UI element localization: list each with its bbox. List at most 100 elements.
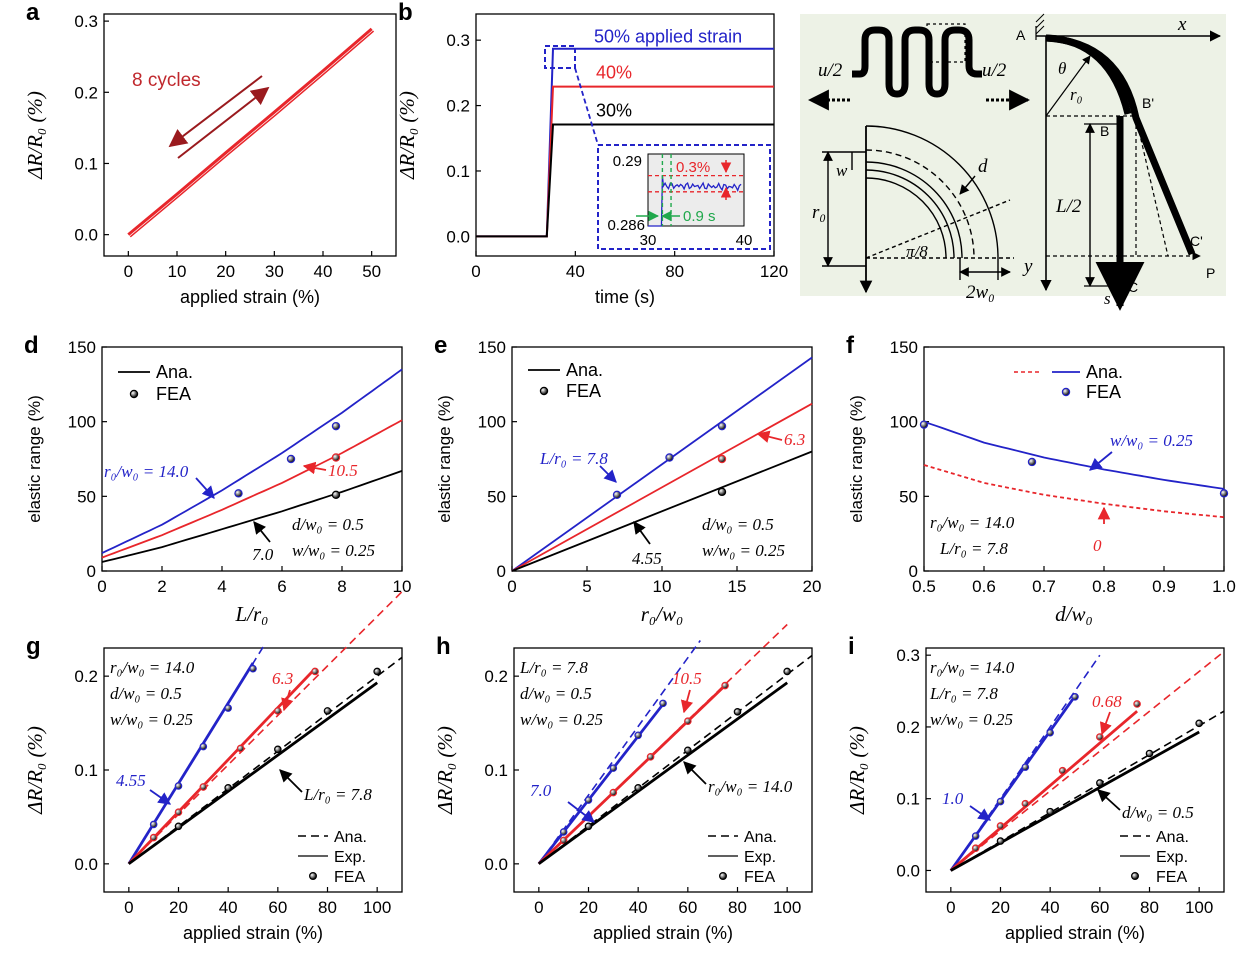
fea-point — [1046, 728, 1054, 737]
annotation-3: 7.0 — [530, 781, 552, 800]
fea-point — [659, 699, 667, 708]
y-axis-label: ΔR/R₀ (%) — [395, 91, 419, 180]
label-r0-arc: r₀ — [812, 202, 826, 223]
y-tick-label: 0.0 — [446, 227, 470, 246]
y-tick-label: 0 — [497, 562, 506, 581]
annotation-6-3: 6.3 — [784, 430, 805, 449]
x-tick-label: 20 — [991, 898, 1010, 917]
y-tick-label: 0.1 — [446, 162, 470, 181]
fea-point — [249, 664, 257, 673]
y-tick-label: 0.1 — [74, 154, 98, 173]
cycle-curve — [127, 27, 373, 236]
fea-point — [1071, 692, 1079, 701]
inset-y-tick-label: 0.29 — [613, 153, 642, 170]
y-tick-label: 0.3 — [446, 31, 470, 50]
x-tick-label: 100 — [773, 898, 801, 917]
fea-point — [646, 753, 655, 761]
unloading-arrow — [177, 86, 270, 159]
annotation-arrow — [567, 801, 595, 823]
panel-letter-b: b — [398, 0, 413, 26]
x-tick-label: 0.7 — [1032, 577, 1056, 596]
y-tick-label: 0.2 — [446, 97, 470, 116]
annotation-4: 10.5 — [672, 669, 702, 688]
annotation-arrow — [680, 689, 694, 714]
step-series-2 — [476, 123, 774, 238]
annotation-3: 4.55 — [116, 771, 146, 790]
legend-dot — [1130, 871, 1139, 880]
fea-point — [224, 784, 232, 792]
y-tick-label: 100 — [890, 413, 918, 432]
plot-frame — [103, 13, 397, 257]
label-theta: θ — [1058, 59, 1066, 78]
panel-letter-d: d — [24, 332, 39, 359]
y-axis-label: elastic range (%) — [25, 395, 44, 523]
ana-curve-0 — [511, 356, 813, 572]
annotation-1: d/w₀ = 0.5 — [520, 684, 592, 703]
plot-frame — [475, 13, 775, 257]
series-label-2: 30% — [596, 101, 632, 121]
annotation-arrow — [633, 520, 651, 545]
zoom-connector — [574, 67, 599, 146]
annotation-5: r₀/w₀ = 14.0 — [708, 777, 793, 796]
fea-point — [919, 420, 929, 429]
fea-point — [559, 836, 568, 845]
legend-label-ana: Ana. — [1156, 829, 1189, 846]
legend-dot — [1061, 387, 1071, 397]
ana-line-1 — [950, 650, 1225, 872]
x-tick-label: 0.9 — [1152, 577, 1176, 596]
x-tick-label: 10 — [393, 577, 412, 596]
annotation-arrow — [149, 789, 172, 805]
panel-e: 0 5 10 15 20 0 50 100 150 r₀/w₀ elastic range (%) e… — [434, 332, 821, 626]
y-tick-label: 150 — [890, 338, 918, 357]
y-tick-label: 100 — [68, 413, 96, 432]
y-tick-label: 50 — [77, 487, 96, 506]
x-tick-label: 60 — [268, 898, 287, 917]
x-tick-label: 40 — [629, 898, 648, 917]
fea-point — [1219, 489, 1229, 498]
y-tick-label: 100 — [478, 413, 506, 432]
y-tick-label: 0.1 — [896, 790, 920, 809]
annotation-10-5: 10.5 — [328, 461, 358, 480]
label-B: B — [1100, 123, 1109, 139]
x-tick-label: 80 — [665, 262, 684, 281]
fea-point — [274, 745, 282, 754]
annotation-arrow — [683, 761, 707, 785]
y-tick-label: 0.0 — [896, 861, 920, 880]
annotation-d: d/w₀ = 0.5 — [702, 515, 774, 534]
annotation-0: r₀/w₀ = 14.0 — [110, 658, 195, 677]
fea-point — [634, 784, 642, 792]
fea-point — [609, 788, 618, 797]
x-tick-label: 20 — [803, 577, 822, 596]
x-tick-label: 80 — [728, 898, 747, 917]
ana-line-0 — [538, 640, 701, 865]
exp-line-2 — [537, 681, 789, 865]
fea-point — [634, 731, 642, 740]
label-u-half-left: u/2 — [818, 60, 843, 81]
legend-dot — [129, 389, 139, 399]
x-tick-label: 100 — [363, 898, 391, 917]
annotation-Lr0: L/r₀ = 7.8 — [539, 449, 608, 468]
plot-frame — [923, 346, 1225, 572]
fea-point — [684, 717, 692, 726]
x-axis-label: r₀/w₀ — [641, 602, 684, 626]
fea-point — [684, 746, 692, 755]
x-tick-label: 0 — [97, 577, 106, 596]
beam-diagram — [1035, 26, 1222, 311]
x-tick-label: 0 — [124, 262, 133, 281]
annotation-5: L/r₀ = 7.8 — [303, 785, 372, 804]
legend-label-fea: FEA — [1156, 869, 1187, 886]
exp-line-0 — [537, 703, 665, 865]
annotation-arrow — [599, 465, 617, 483]
legend-label-fea: FEA — [744, 869, 775, 886]
fea-point — [612, 490, 622, 500]
fea-point — [584, 822, 593, 831]
panel-c-diagram: u/2 u/2 w d r₀ π/8 2w₀ — [800, 13, 1226, 311]
legend-dot — [539, 386, 549, 396]
fea-point — [1133, 700, 1141, 708]
panel-letter-a: a — [26, 0, 40, 26]
annotation-r0w0: r₀/w₀ = 14.0 — [104, 462, 189, 481]
legend-dot — [309, 871, 318, 880]
annotation-4-55: 4.55 — [632, 549, 662, 568]
